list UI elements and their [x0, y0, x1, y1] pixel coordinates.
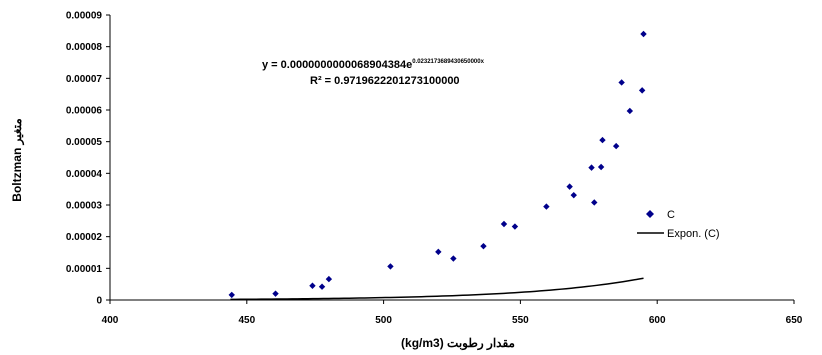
- y-tick-label: 0.00004: [66, 169, 103, 180]
- legend-marker-c: [646, 210, 654, 218]
- data-point: [511, 223, 519, 230]
- x-tick-label: 500: [375, 315, 392, 326]
- data-point: [500, 220, 508, 228]
- data-point: [435, 248, 442, 256]
- data-point: [272, 290, 279, 297]
- y-tick-label: 0.00003: [66, 201, 103, 212]
- data-point: [387, 263, 394, 270]
- r-squared: R² = 0.9719622201273100000: [310, 75, 460, 87]
- data-point: [450, 255, 457, 262]
- x-tick-label: 400: [102, 315, 119, 326]
- data-point: [480, 242, 487, 250]
- y-axis-title: Boltzman متغیر: [10, 118, 25, 201]
- x-tick-label: 650: [786, 315, 803, 326]
- x-tick-label: 600: [649, 315, 666, 326]
- y-tick-label: 0: [96, 296, 102, 307]
- data-point: [612, 142, 620, 150]
- x-tick-label: 550: [512, 315, 529, 326]
- data-point: [618, 79, 625, 86]
- x-axis-title: مقدار رطوبت (kg/m3): [401, 336, 515, 351]
- data-point: [626, 107, 634, 115]
- data-point: [228, 291, 235, 299]
- y-tick-label: 0.00009: [66, 11, 103, 22]
- legend-label-c: C: [667, 209, 675, 221]
- data-point: [570, 191, 577, 199]
- data-point: [597, 163, 605, 171]
- data-point: [591, 199, 598, 206]
- y-tick-label: 0.00007: [66, 74, 103, 85]
- data-point: [599, 136, 606, 144]
- data-point: [566, 183, 573, 190]
- y-tick-label: 0.00006: [66, 106, 103, 117]
- data-point: [640, 30, 647, 38]
- data-point: [325, 275, 333, 283]
- data-point: [543, 203, 550, 210]
- trendline-equation: y = 0.0000000000068904384e0.023217368943…: [262, 59, 485, 71]
- data-points: [228, 30, 647, 299]
- y-tick-label: 0.00005: [66, 137, 103, 148]
- plot-area: [109, 15, 794, 301]
- data-point: [588, 164, 595, 171]
- x-tick-label: 450: [238, 315, 255, 326]
- y-tick-label: 0.00001: [66, 264, 103, 275]
- exponential-trendline: [230, 277, 644, 301]
- legend: C Expon. (C): [637, 209, 720, 240]
- y-axis-ticks: 0 0.00001 0.00002 0.00003 0.00004 0.00005 0.00…: [66, 11, 110, 307]
- y-tick-label: 0.00002: [66, 232, 103, 243]
- data-point: [318, 283, 326, 290]
- data-point: [638, 87, 646, 94]
- x-axis-ticks: 400 450 500 550 600 650: [102, 300, 803, 326]
- data-point: [309, 282, 316, 289]
- y-tick-label: 0.00008: [66, 42, 103, 53]
- legend-label-trendline: Expon. (C): [667, 228, 720, 240]
